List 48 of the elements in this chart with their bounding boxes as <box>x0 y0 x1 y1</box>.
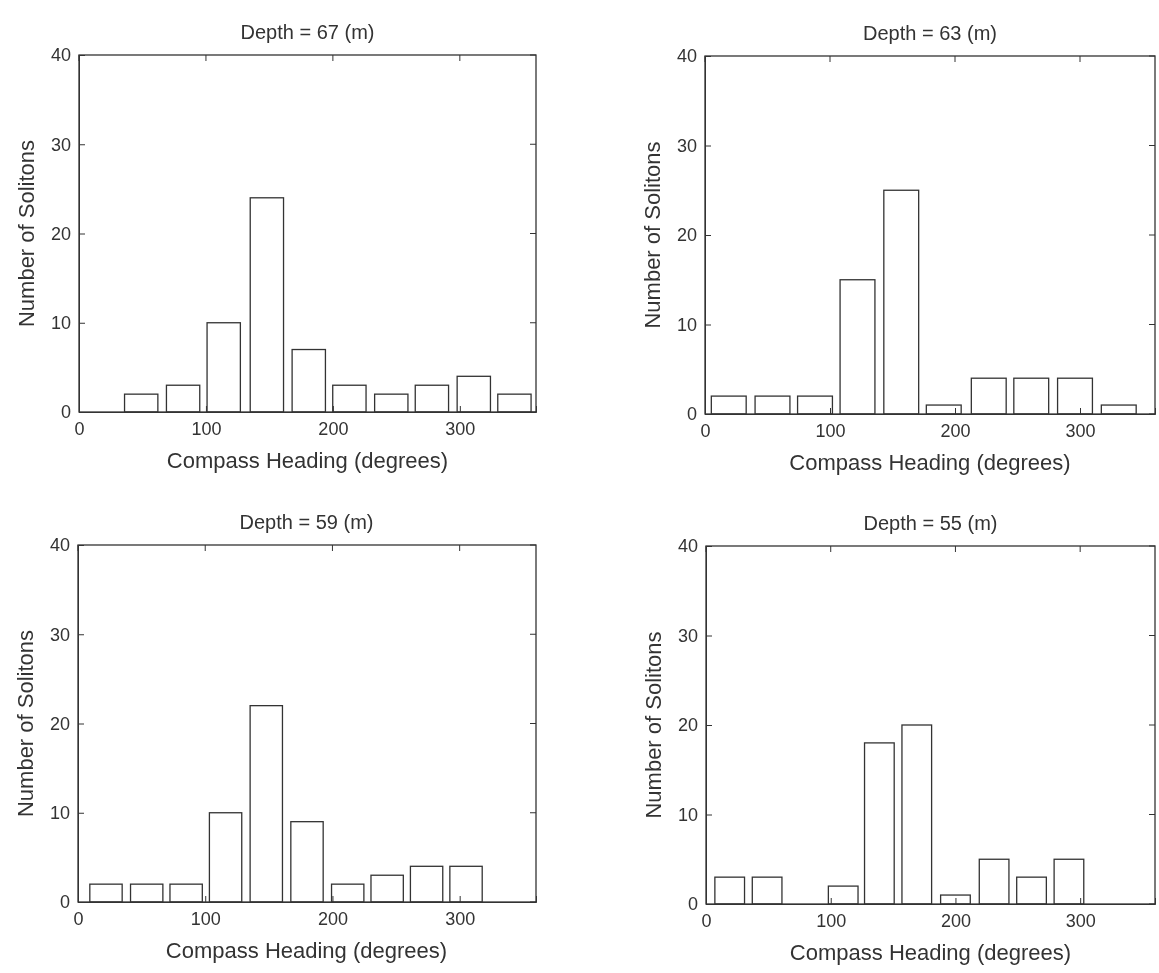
x-axis-title: Compass Heading (degrees) <box>789 940 1072 965</box>
chart-title: Depth = 55 (m) <box>863 512 998 534</box>
y-tick-label: 0 <box>686 404 697 425</box>
x-tick-label: 100 <box>816 910 847 931</box>
x-tick-label: 0 <box>700 420 711 441</box>
y-tick-label: 20 <box>676 225 697 246</box>
y-tick-label: 30 <box>50 134 71 155</box>
y-tick-label: 10 <box>677 804 698 825</box>
y-axis-title: Number of Solitons <box>641 631 666 819</box>
y-tick-label: 0 <box>687 894 698 915</box>
x-tick-label: 200 <box>317 908 348 929</box>
y-tick-label: 40 <box>676 46 697 67</box>
y-tick-label: 20 <box>50 223 71 244</box>
x-tick-label: 200 <box>318 418 349 439</box>
y-axis-title: Number of Solitons <box>640 141 665 329</box>
y-tick-label: 30 <box>676 135 697 156</box>
x-tick-label: 100 <box>190 908 221 929</box>
y-axis-title: Number of Solitons <box>13 629 38 818</box>
x-axis-title: Compass Heading (degrees) <box>165 938 448 963</box>
x-tick-label: 300 <box>1065 910 1096 931</box>
x-tick-label: 0 <box>74 418 85 439</box>
y-tick-label: 30 <box>677 625 698 646</box>
y-axis-title: Number of Solitons <box>14 139 39 328</box>
x-tick-label: 0 <box>701 910 712 931</box>
chart-title: Depth = 63 (m) <box>863 22 997 44</box>
y-tick-label: 40 <box>50 45 71 66</box>
x-tick-label: 200 <box>940 910 971 931</box>
chart-title: Depth = 67 (m) <box>240 21 375 43</box>
x-tick-label: 200 <box>940 420 971 441</box>
x-axis-title: Compass Heading (degrees) <box>789 450 1071 475</box>
y-tick-label: 0 <box>60 402 71 423</box>
y-tick-label: 20 <box>677 715 698 736</box>
y-tick-label: 30 <box>49 624 70 645</box>
y-tick-label: 20 <box>49 713 70 734</box>
chart-title: Depth = 59 (m) <box>239 511 374 533</box>
x-tick-label: 300 <box>1065 420 1096 441</box>
x-tick-label: 300 <box>445 908 476 929</box>
x-tick-label: 0 <box>73 908 84 929</box>
y-tick-label: 40 <box>677 536 698 557</box>
y-tick-label: 10 <box>49 803 70 824</box>
x-axis-title: Compass Heading (degrees) <box>166 448 449 473</box>
y-tick-label: 0 <box>59 892 70 913</box>
x-tick-label: 100 <box>191 418 222 439</box>
y-tick-label: 10 <box>676 314 697 335</box>
y-tick-label: 10 <box>50 313 71 334</box>
y-tick-label: 40 <box>49 535 70 556</box>
x-tick-label: 100 <box>815 420 846 441</box>
x-tick-label: 300 <box>445 418 476 439</box>
